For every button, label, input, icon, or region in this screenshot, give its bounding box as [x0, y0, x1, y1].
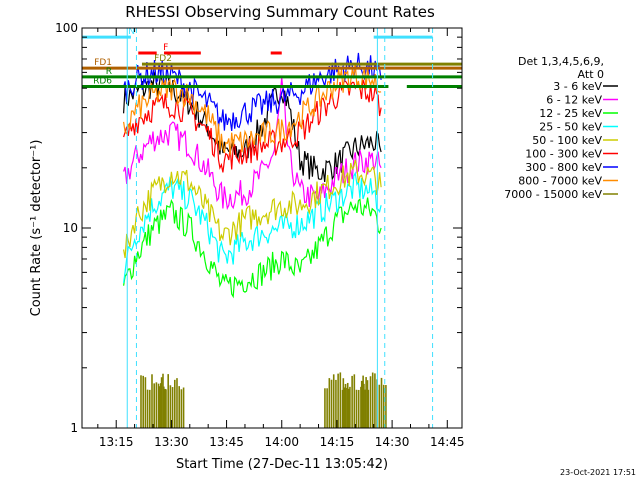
flag-label: R	[106, 67, 112, 77]
legend-entry-label: 3 - 6 keV	[553, 80, 602, 93]
legend-entry-label: 12 - 25 keV	[539, 107, 602, 120]
flag-fd1: FD1	[82, 58, 462, 70]
x-tick-label: 13:15	[99, 435, 134, 449]
legend-entry-label: 25 - 50 keV	[539, 121, 602, 134]
data-line	[123, 63, 382, 156]
y-tick-label: 1	[70, 421, 78, 435]
y-axis-label: Count Rate (s⁻¹ detector⁻¹)	[29, 140, 44, 317]
series-800-7000-kev	[123, 63, 382, 156]
data-line	[123, 79, 382, 173]
flag-fd2: FD2	[141, 54, 462, 66]
data-line	[123, 77, 382, 211]
flag-label: RD6	[93, 76, 112, 86]
legend-entry-label: 6 - 12 keV	[546, 94, 602, 107]
y-tick-label: 100	[55, 21, 78, 35]
legend-header: Det 1,3,4,5,6,9, Att 0	[518, 55, 604, 81]
x-axis-ticks: 13:15 13:30 13:45 14:00 14:15 14:30 14:45	[97, 28, 465, 449]
timestamp: 23-Oct-2021 17:51	[560, 468, 636, 477]
data-line	[123, 171, 382, 284]
flag-f: F	[138, 43, 282, 55]
series-6-12-kev	[123, 77, 382, 211]
x-axis-label: Start Time (27-Dec-11 13:05:42)	[176, 457, 388, 472]
flag-label: N	[128, 27, 135, 37]
x-tick-label: 14:30	[375, 435, 410, 449]
series-7000-15000-kev	[140, 372, 387, 428]
legend-header-line-2: Att 0	[578, 68, 604, 81]
series-100-300-kev	[123, 79, 382, 173]
legend-entry-label: 800 - 7000 keV	[518, 175, 602, 188]
legend-entry-label: 50 - 100 keV	[532, 134, 602, 147]
x-tick-label: 13:45	[209, 435, 244, 449]
flag-n: N	[82, 27, 433, 39]
vertical-markers	[126, 28, 434, 428]
x-tick-label: 13:30	[154, 435, 189, 449]
series-25-50-kev	[123, 171, 382, 284]
chart-title: RHESSI Observing Summary Count Rates	[125, 3, 435, 21]
series-50-100-kev	[123, 159, 382, 259]
x-tick-label: 14:15	[320, 435, 355, 449]
y-tick-label: 10	[63, 221, 78, 235]
legend-entry-label: 7000 - 15000 keV	[504, 188, 602, 201]
legend-entry-label: 300 - 800 keV	[525, 161, 602, 174]
legend-entry-label: 100 - 300 keV	[525, 148, 602, 161]
x-tick-label: 14:45	[430, 435, 465, 449]
flag-label: FD2	[154, 54, 172, 64]
flag-rd6: RD6	[82, 76, 462, 88]
plot-area	[123, 52, 387, 428]
legend-header-line-1: Det 1,3,4,5,6,9,	[518, 55, 604, 68]
x-tick-label: 14:00	[264, 435, 299, 449]
flag-r: R	[82, 67, 462, 79]
flag-label: F	[163, 43, 168, 53]
data-line	[123, 159, 382, 259]
flag-label: FD1	[94, 58, 112, 68]
y-axis-ticks: 1 10 100	[55, 21, 462, 435]
